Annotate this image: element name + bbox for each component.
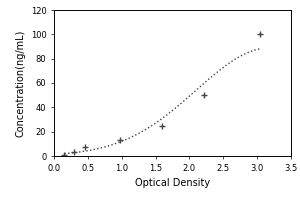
X-axis label: Optical Density: Optical Density [135, 178, 210, 188]
Y-axis label: Concentration(ng/mL): Concentration(ng/mL) [15, 29, 25, 137]
